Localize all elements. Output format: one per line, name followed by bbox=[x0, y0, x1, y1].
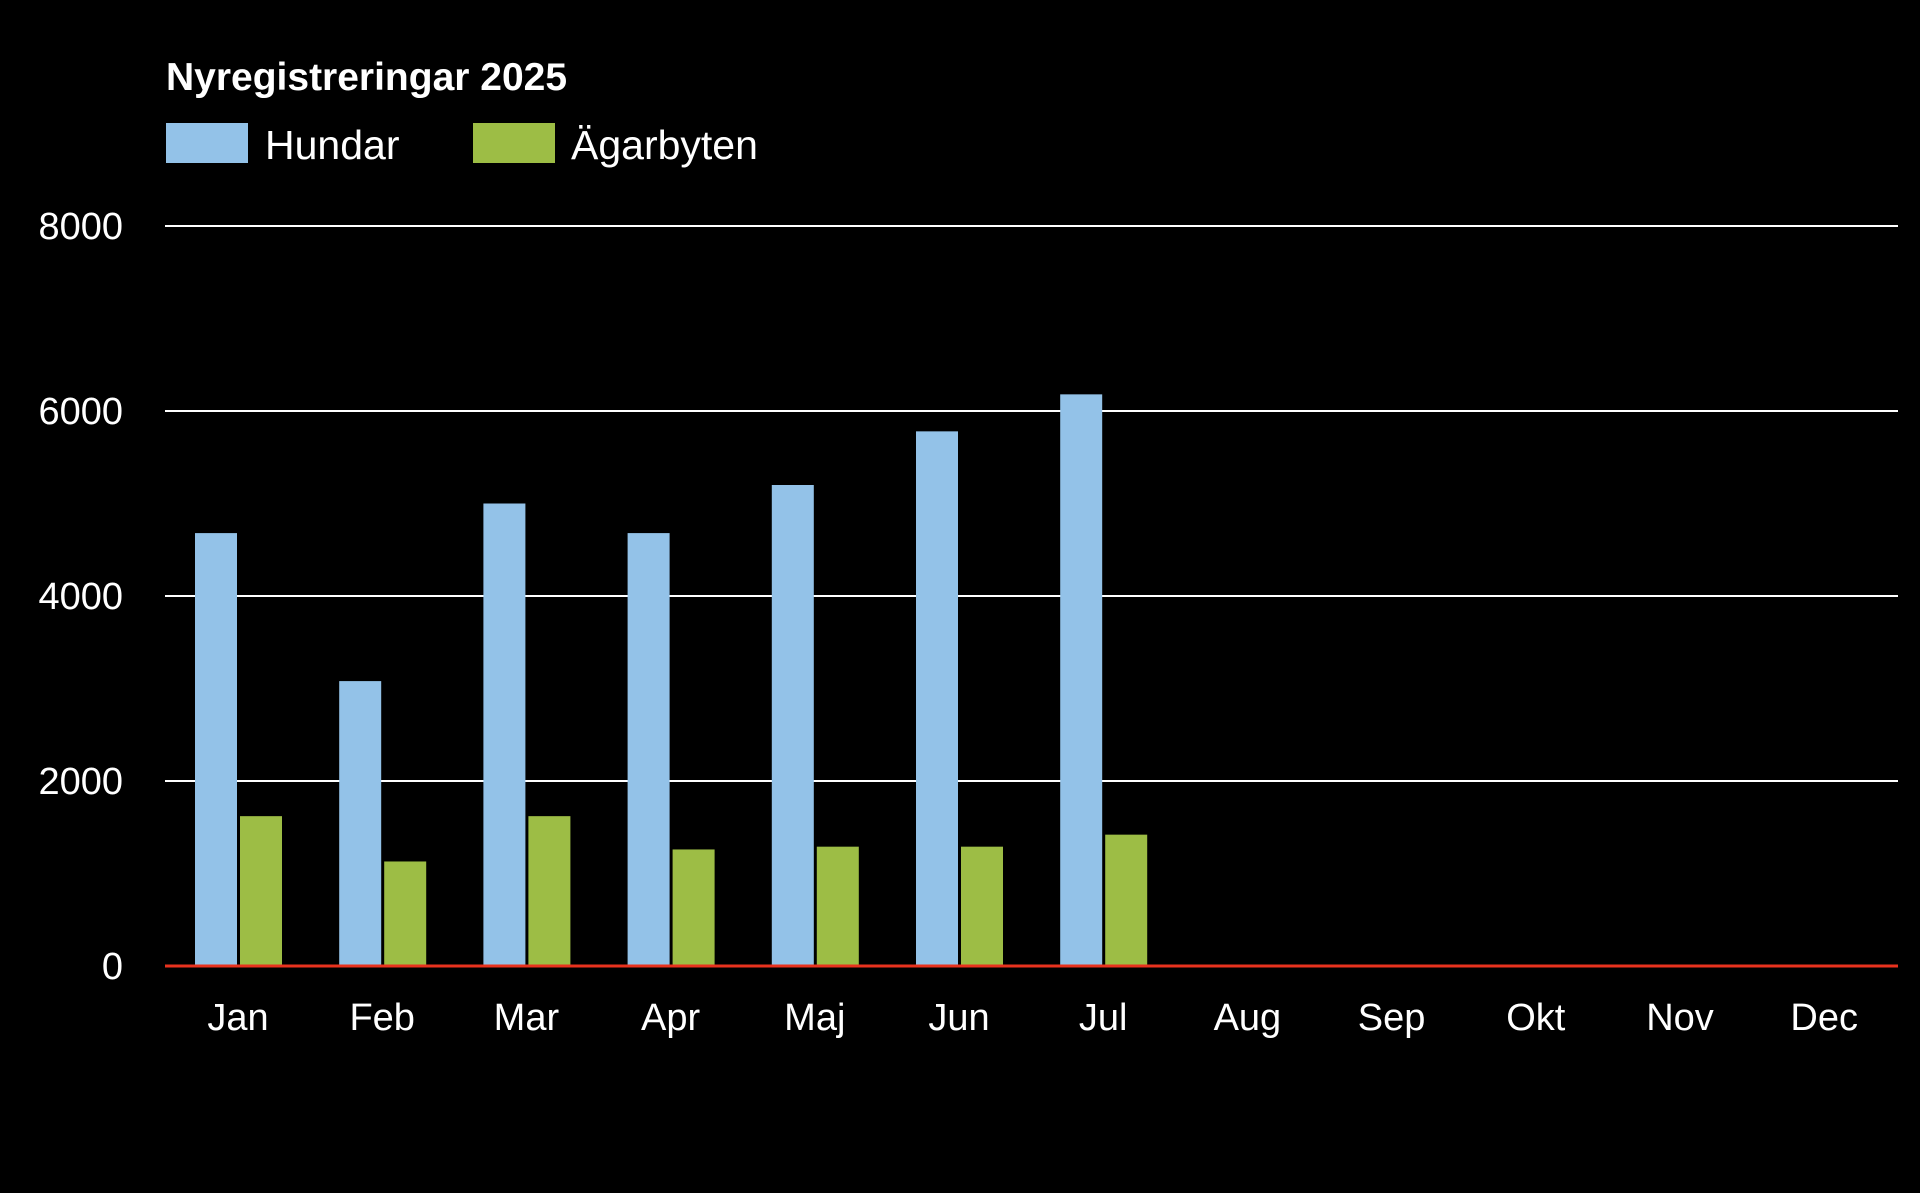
bar-hundar-maj bbox=[771, 485, 814, 966]
x-category-label-jun: Jun bbox=[928, 997, 989, 1039]
bar-hundar-apr bbox=[627, 533, 670, 966]
legend-swatch-hundar bbox=[166, 123, 248, 163]
y-tick-label-2000: 2000 bbox=[38, 761, 123, 803]
bar-hundar-jul bbox=[1060, 394, 1103, 967]
x-category-label-maj: Maj bbox=[784, 997, 845, 1039]
bar-hundar-feb bbox=[339, 681, 382, 966]
gridlines bbox=[165, 225, 1898, 782]
bars bbox=[195, 394, 1148, 967]
x-category-label-jan: Jan bbox=[207, 997, 268, 1039]
bar-garbyten-maj bbox=[816, 846, 859, 966]
bar-hundar-jun bbox=[916, 431, 958, 967]
bar-hundar-jan bbox=[195, 533, 237, 966]
bar-garbyten-jan bbox=[240, 816, 282, 966]
legend-label-hundar: Hundar bbox=[265, 122, 399, 168]
x-category-label-nov: Nov bbox=[1646, 997, 1714, 1039]
bar-hundar-mar bbox=[483, 503, 526, 966]
y-tick-label-4000: 4000 bbox=[38, 576, 123, 618]
bar-garbyten-apr bbox=[672, 849, 715, 966]
y-axis-tick-labels: 0 2000 4000 6000 8000 bbox=[38, 206, 123, 988]
legend-swatch-agarbyten bbox=[473, 123, 555, 163]
bar-garbyten-jun bbox=[961, 846, 1003, 966]
x-category-label-okt: Okt bbox=[1506, 997, 1566, 1039]
bar-garbyten-jul bbox=[1105, 834, 1148, 966]
bar-garbyten-mar bbox=[528, 816, 571, 966]
x-axis-category-labels: Jan Feb Mar Apr Maj Jun Jul Aug Sep Okt Nov Dec bbox=[207, 997, 1858, 1039]
x-category-label-jul: Jul bbox=[1079, 997, 1128, 1039]
legend-label-agarbyten: Ägarbyten bbox=[571, 122, 758, 168]
x-category-label-apr: Apr bbox=[641, 997, 700, 1039]
x-category-label-dec: Dec bbox=[1790, 997, 1858, 1039]
y-tick-label-0: 0 bbox=[102, 946, 123, 988]
chart-title: Nyregistreringar 2025 bbox=[166, 56, 567, 99]
y-tick-label-8000: 8000 bbox=[38, 206, 123, 248]
y-tick-label-6000: 6000 bbox=[38, 391, 123, 433]
x-category-label-aug: Aug bbox=[1214, 997, 1282, 1039]
bar-garbyten-feb bbox=[384, 861, 427, 966]
legend: Hundar Ägarbyten bbox=[166, 122, 758, 168]
x-category-label-sep: Sep bbox=[1358, 997, 1426, 1039]
x-category-label-feb: Feb bbox=[349, 997, 414, 1039]
x-category-label-mar: Mar bbox=[494, 997, 560, 1039]
